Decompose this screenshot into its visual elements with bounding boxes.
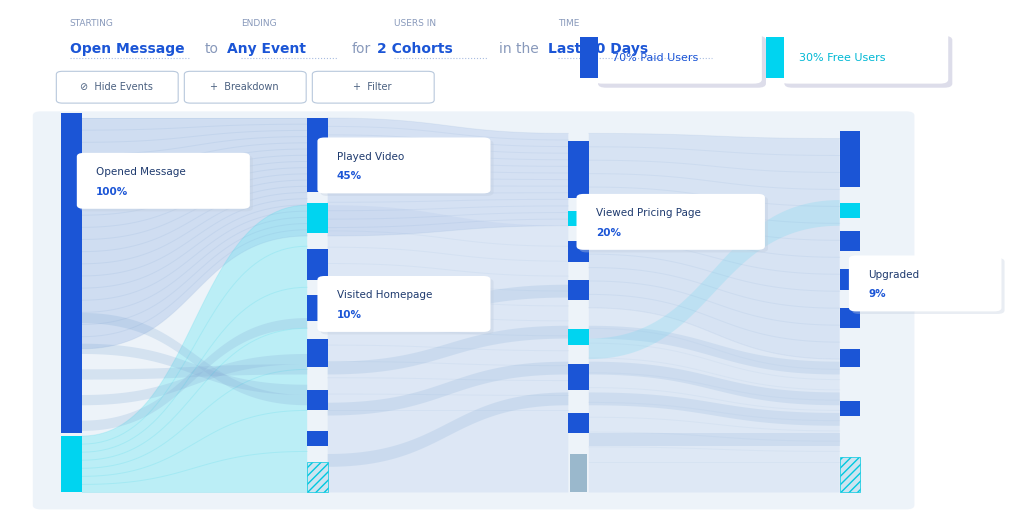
- Bar: [568, 280, 589, 300]
- Text: Last 30 Days: Last 30 Days: [548, 42, 648, 56]
- Bar: [840, 231, 860, 251]
- Bar: [766, 37, 784, 78]
- Bar: [307, 118, 328, 192]
- Polygon shape: [589, 392, 840, 426]
- Text: 10%: 10%: [337, 310, 361, 320]
- Text: Any Event: Any Event: [227, 42, 306, 56]
- Polygon shape: [82, 313, 307, 405]
- FancyBboxPatch shape: [852, 258, 1005, 314]
- Text: Open Message: Open Message: [70, 42, 184, 56]
- Bar: [570, 454, 587, 492]
- Text: 9%: 9%: [868, 289, 886, 299]
- Text: 45%: 45%: [337, 171, 362, 181]
- FancyBboxPatch shape: [784, 36, 952, 88]
- FancyBboxPatch shape: [598, 36, 766, 88]
- FancyBboxPatch shape: [317, 137, 490, 193]
- Polygon shape: [589, 326, 840, 374]
- FancyBboxPatch shape: [33, 111, 914, 509]
- Bar: [568, 329, 589, 345]
- Bar: [840, 203, 860, 218]
- Bar: [580, 37, 598, 78]
- Polygon shape: [82, 118, 307, 349]
- Bar: [840, 349, 860, 367]
- Polygon shape: [328, 362, 568, 416]
- Polygon shape: [328, 118, 568, 236]
- Text: 70% Paid Users: 70% Paid Users: [612, 53, 698, 63]
- Text: Visited Homepage: Visited Homepage: [337, 290, 432, 300]
- Polygon shape: [82, 318, 307, 431]
- Bar: [307, 390, 328, 410]
- Polygon shape: [82, 354, 307, 405]
- Text: ⊘  Hide Events: ⊘ Hide Events: [80, 82, 154, 92]
- FancyBboxPatch shape: [80, 155, 253, 211]
- Bar: [568, 413, 589, 433]
- Text: USERS IN: USERS IN: [394, 18, 436, 28]
- FancyBboxPatch shape: [317, 276, 490, 332]
- Text: Upgraded: Upgraded: [868, 270, 920, 280]
- Bar: [61, 113, 82, 433]
- FancyBboxPatch shape: [77, 153, 250, 209]
- Polygon shape: [82, 205, 307, 492]
- Text: Played Video: Played Video: [337, 152, 404, 162]
- Bar: [307, 295, 328, 321]
- Text: 100%: 100%: [96, 187, 128, 196]
- Text: for: for: [351, 42, 371, 56]
- Bar: [568, 211, 589, 226]
- Bar: [568, 241, 589, 262]
- Polygon shape: [589, 200, 840, 359]
- Polygon shape: [82, 364, 307, 380]
- Bar: [307, 249, 328, 280]
- Text: 20%: 20%: [596, 228, 621, 238]
- Bar: [840, 401, 860, 416]
- Bar: [568, 364, 589, 390]
- Text: to: to: [205, 42, 219, 56]
- Text: STARTING: STARTING: [70, 18, 114, 28]
- Text: +  Filter: + Filter: [353, 82, 392, 92]
- Polygon shape: [589, 133, 840, 359]
- Text: ENDING: ENDING: [241, 18, 276, 28]
- FancyBboxPatch shape: [577, 194, 765, 250]
- Text: 30% Free Users: 30% Free Users: [799, 53, 885, 63]
- Bar: [568, 141, 589, 198]
- Bar: [307, 203, 328, 233]
- Bar: [840, 269, 860, 290]
- FancyBboxPatch shape: [184, 71, 306, 103]
- Text: Viewed Pricing Page: Viewed Pricing Page: [596, 208, 700, 218]
- Polygon shape: [589, 362, 840, 405]
- Bar: [840, 308, 860, 328]
- Polygon shape: [328, 392, 568, 467]
- Bar: [307, 462, 328, 492]
- FancyBboxPatch shape: [780, 32, 948, 84]
- Text: TIME: TIME: [558, 18, 580, 28]
- Polygon shape: [589, 308, 840, 492]
- FancyBboxPatch shape: [321, 140, 494, 196]
- Polygon shape: [328, 285, 568, 328]
- Bar: [307, 431, 328, 446]
- FancyBboxPatch shape: [312, 71, 434, 103]
- FancyBboxPatch shape: [580, 196, 768, 252]
- Text: in the: in the: [499, 42, 539, 56]
- Polygon shape: [328, 326, 568, 374]
- Polygon shape: [589, 433, 840, 446]
- Text: 2 Cohorts: 2 Cohorts: [377, 42, 453, 56]
- Bar: [61, 436, 82, 492]
- Bar: [307, 339, 328, 367]
- Text: Opened Message: Opened Message: [96, 167, 186, 177]
- FancyBboxPatch shape: [594, 32, 762, 84]
- FancyBboxPatch shape: [849, 255, 1001, 311]
- FancyBboxPatch shape: [56, 71, 178, 103]
- Text: +  Breakdown: + Breakdown: [210, 82, 280, 92]
- Polygon shape: [82, 344, 307, 395]
- Bar: [840, 131, 860, 187]
- Bar: [840, 457, 860, 492]
- FancyBboxPatch shape: [321, 279, 494, 334]
- Polygon shape: [328, 205, 568, 492]
